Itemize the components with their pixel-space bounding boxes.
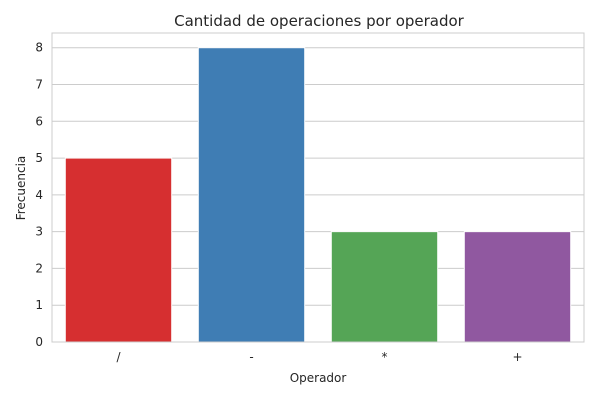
- y-tick-label: 1: [35, 298, 43, 312]
- y-tick-label: 6: [35, 114, 43, 128]
- y-tick-label: 0: [35, 335, 43, 349]
- chart-title: Cantidad de operaciones por operador: [174, 12, 465, 30]
- bars: [64, 47, 572, 343]
- x-tick-label: -: [249, 350, 253, 364]
- bar-3: [463, 231, 572, 343]
- y-tick-label: 5: [35, 151, 43, 165]
- x-tick-label: /: [116, 350, 121, 364]
- y-tick-label: 4: [35, 188, 43, 202]
- y-tick-label: 2: [35, 261, 43, 275]
- bar-1: [197, 47, 306, 343]
- x-axis-label: Operador: [290, 371, 347, 385]
- bar-0: [64, 157, 173, 343]
- y-axis-label: Frecuencia: [14, 156, 28, 221]
- x-tick-label: *: [382, 350, 388, 364]
- x-tick-labels: / - * +: [116, 350, 522, 364]
- x-tick-label: +: [512, 350, 522, 364]
- y-tick-label: 8: [35, 41, 43, 55]
- y-tick-label: 7: [35, 78, 43, 92]
- y-tick-labels: 0 1 2 3 4 5 6 7 8: [35, 41, 43, 349]
- plot-area-frame: [51, 32, 585, 343]
- bar-2: [330, 231, 439, 343]
- y-tick-label: 3: [35, 225, 43, 239]
